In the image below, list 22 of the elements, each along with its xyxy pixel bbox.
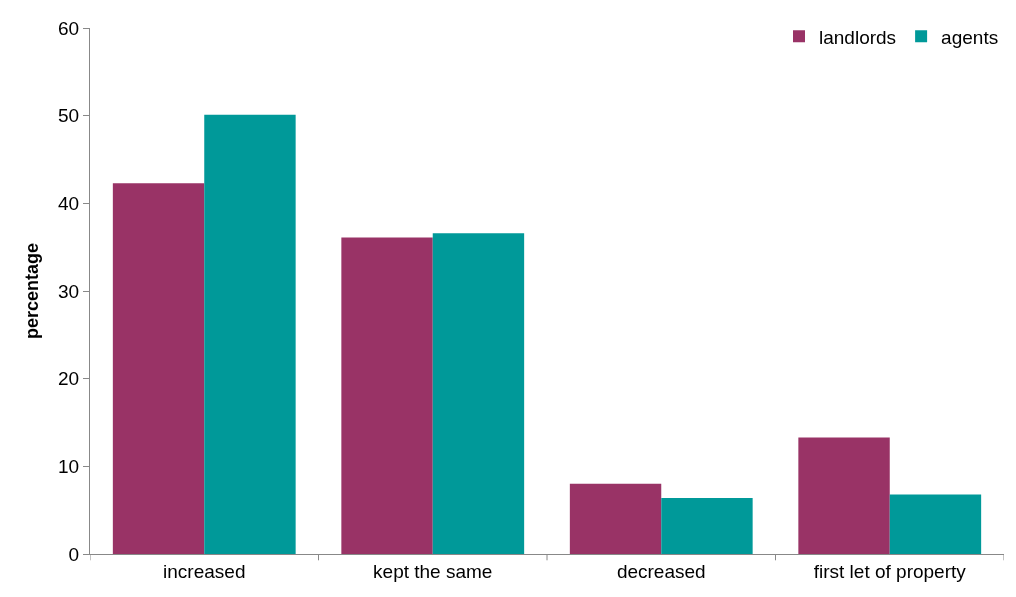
y-axis-title: percentage <box>22 242 43 340</box>
x-tick-label: kept the same <box>373 560 493 582</box>
legend-label: agents <box>941 26 999 48</box>
x-tick-label: first let of property <box>813 560 967 582</box>
bar <box>569 483 662 554</box>
y-tick-label: 30 <box>58 280 80 302</box>
y-tick-label: 0 <box>68 543 80 565</box>
y-tick-label: 10 <box>58 455 80 477</box>
y-tick-label: 40 <box>58 192 80 214</box>
bar <box>661 497 753 554</box>
x-tick-label: decreased <box>616 560 706 582</box>
legend-label: landlords <box>819 26 897 48</box>
bar <box>341 237 433 554</box>
bar <box>432 233 525 554</box>
bar <box>798 437 890 554</box>
y-tick-label: 50 <box>58 105 80 127</box>
y-tick-label: 20 <box>58 368 80 390</box>
bar <box>112 183 205 554</box>
y-tick-label: 60 <box>58 17 80 39</box>
bar <box>204 114 296 554</box>
x-tick-label: increased <box>163 560 246 582</box>
bar <box>889 494 982 554</box>
